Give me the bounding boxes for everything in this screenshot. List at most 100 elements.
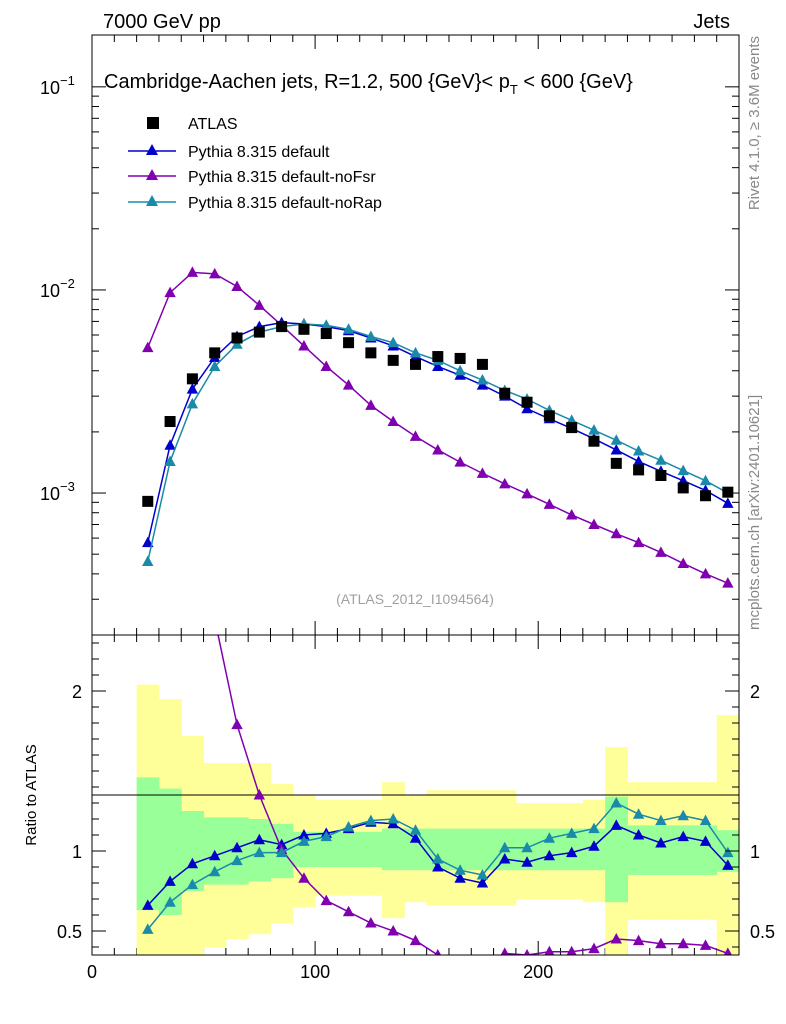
ratio-series-0-point: [588, 840, 600, 851]
series-2-point: [610, 434, 622, 445]
ratio-series-0-point: [543, 849, 556, 861]
ratio-series-2-point: [387, 813, 399, 824]
atlas-data-point: [186, 373, 198, 385]
band-green-bin: [136, 777, 160, 911]
series-2-point: [409, 346, 422, 358]
atlas-data-point: [298, 323, 310, 335]
ratio-series-2-point: [298, 835, 310, 846]
ratio-series-0-point: [476, 877, 489, 888]
band-green-bin: [471, 828, 495, 871]
atlas-data-point: [164, 416, 176, 428]
series-2-point: [231, 338, 243, 349]
band-green-bin: [337, 831, 361, 867]
ratio-series-1-point: [187, 471, 198, 482]
series-1-point: [454, 456, 466, 467]
ratio-series-1-point: [209, 613, 220, 624]
ratio-series-1-point: [677, 937, 689, 949]
series-1-point: [298, 339, 310, 351]
ratio-series-2-point: [499, 841, 511, 853]
ratio-series-1-point: [409, 934, 422, 946]
series-0-point: [632, 455, 645, 466]
series-1-point: [342, 379, 355, 390]
ratio-series-1-point: [566, 945, 577, 955]
series-1-point: [677, 557, 689, 568]
series-1-point: [253, 299, 266, 310]
legend-label-default: Pythia 8.315 default: [188, 144, 330, 161]
series-2-point: [699, 474, 712, 486]
ratio-series-1-point: [610, 933, 622, 944]
ratio-series-1-point: [231, 718, 243, 730]
ratio-series-0-point: [610, 819, 622, 830]
series-1-point: [699, 567, 712, 579]
ratio-series-2-point: [655, 814, 667, 826]
legend-marker-default: [146, 144, 158, 155]
ratio-series-2-point: [432, 853, 444, 864]
atlas-data-point: [566, 422, 578, 434]
ratio-series-1-point: [298, 872, 310, 883]
band-green-bin: [181, 811, 205, 891]
ratio-series-0-point: [722, 859, 734, 870]
series-2-point: [655, 454, 667, 465]
ratio-series-2-point: [722, 846, 734, 858]
series-2-point: [677, 464, 689, 476]
atlas-data-point: [499, 387, 511, 399]
atlas-data-point: [476, 358, 488, 370]
x-tick-label: 0: [87, 962, 97, 982]
ratio-series-0-point: [655, 837, 667, 848]
series-1-point: [632, 536, 645, 548]
series-1-point: [655, 546, 667, 557]
ratio-y-tick-label-right: 2: [750, 682, 760, 702]
legend-label-nofsr: Pythia 8.315 default-noFsr: [188, 169, 376, 186]
ratio-series-1-point: [164, 317, 175, 328]
series-0-point: [610, 443, 622, 455]
ratio-series-1-point: [387, 925, 399, 936]
atlas-data-point: [610, 457, 622, 469]
main-y-tick-label: 10−3: [40, 479, 75, 504]
ratio-series-1-point: [477, 959, 488, 970]
ratio-series-2-point: [610, 797, 622, 808]
header-left: 7000 GeV pp: [103, 11, 221, 33]
series-1-point: [320, 360, 332, 371]
series-1-point: [610, 527, 622, 539]
series-0-point: [186, 383, 199, 394]
ratio-series-0-point: [499, 853, 511, 864]
series-1-point: [164, 286, 176, 298]
ratio-series-1-point: [142, 93, 153, 104]
ratio-y-tick-label-left: 1: [72, 842, 82, 862]
series-1-point: [543, 498, 556, 509]
atlas-data-point: [432, 351, 444, 363]
atlas-data-point: [722, 486, 734, 498]
series-2-point: [476, 374, 489, 385]
ratio-series-1-point: [588, 942, 600, 954]
series-1-point: [588, 518, 600, 530]
band-green-bin: [315, 831, 338, 867]
ratio-series-1-point: [723, 947, 732, 955]
ratio-series-2-point: [164, 896, 176, 907]
ratio-series-0-point: [409, 832, 422, 843]
legend-label-norap: Pythia 8.315 default-noRap: [188, 195, 382, 212]
ratio-series-1-point: [500, 947, 509, 955]
ratio-series-1-point: [632, 934, 645, 946]
series-1-point: [209, 267, 221, 279]
series-2-point: [142, 555, 154, 567]
ratio-series-0-point: [231, 841, 243, 853]
ratio-series-0-point: [699, 835, 712, 846]
atlas-data-point: [320, 328, 332, 340]
atlas-data-point: [231, 332, 243, 344]
series-2-point: [342, 323, 355, 334]
atlas-data-point: [253, 326, 265, 338]
ratio-series-1-point: [342, 905, 355, 917]
ratio-series-1-point: [434, 949, 442, 955]
mcplots-label: mcplots.cern.ch [arXiv:2401.10621]: [746, 395, 763, 630]
main-y-tick-label: 10−1: [40, 73, 75, 98]
series-2-point: [320, 319, 332, 330]
ratio-series-0-point: [209, 849, 221, 861]
band-green-bin: [448, 828, 472, 871]
ratio-y-axis-label: Ratio to ATLAS: [23, 744, 40, 845]
series-2-point: [387, 336, 399, 348]
ratio-y-tick-label-right: 1: [750, 842, 760, 862]
x-tick-label: 200: [523, 962, 553, 982]
ratio-series-0-point: [521, 856, 533, 867]
ratio-series-2-point: [476, 869, 489, 880]
